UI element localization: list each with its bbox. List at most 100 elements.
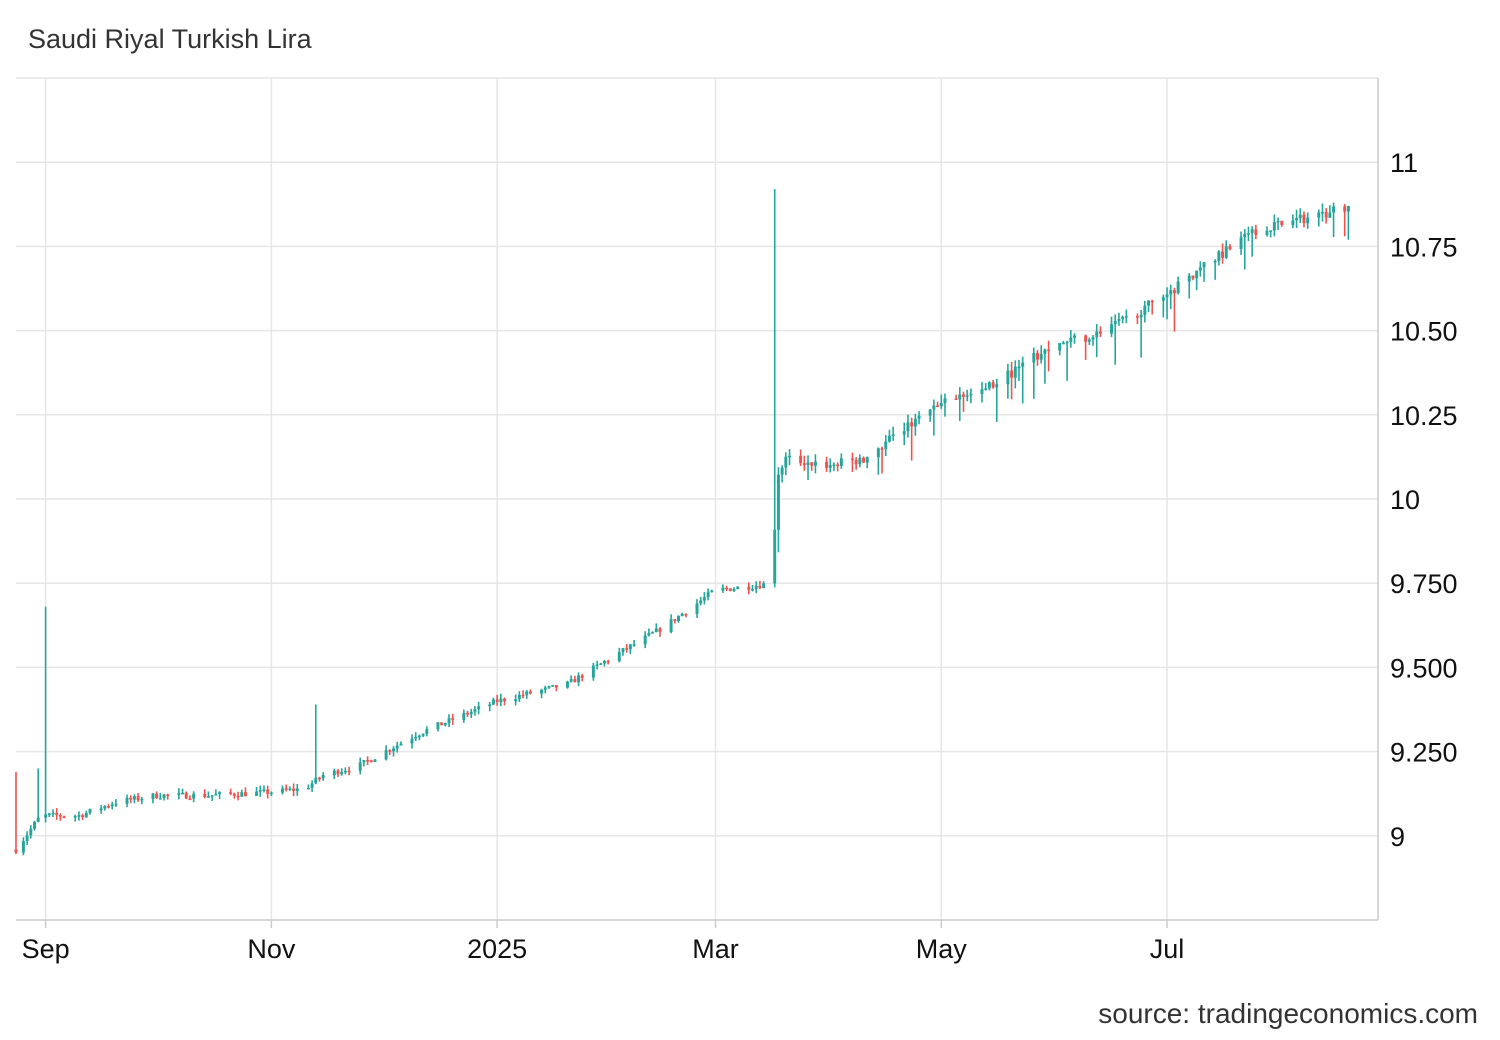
x-tick-label: May: [916, 934, 968, 964]
candle-body: [417, 735, 421, 738]
candle-body: [865, 457, 869, 463]
candle-body: [965, 395, 969, 397]
candle-body: [110, 804, 114, 807]
candle-body: [1254, 229, 1258, 235]
candle-body: [825, 461, 829, 468]
candle-body: [1272, 222, 1276, 231]
candle-body: [732, 589, 736, 591]
candle-body: [206, 796, 210, 798]
candle-body: [1013, 366, 1017, 378]
candle-body: [1169, 290, 1173, 295]
candle-body: [280, 788, 284, 793]
candle-body: [1139, 314, 1143, 318]
candle-body: [565, 681, 569, 688]
candle-body: [77, 815, 81, 817]
candle-body: [647, 633, 651, 636]
candle-body: [36, 817, 40, 822]
candle-body: [1291, 220, 1295, 226]
candle-body: [906, 422, 910, 432]
candle-body: [943, 398, 947, 404]
candle-body: [340, 772, 344, 775]
candle-body: [236, 795, 240, 798]
candle-body: [295, 788, 299, 791]
x-tick-label: Mar: [692, 934, 739, 964]
candle-body: [155, 793, 159, 799]
candle-body: [14, 849, 18, 853]
candle-body: [1346, 205, 1350, 212]
candle-body: [443, 723, 447, 726]
candle-body: [425, 729, 429, 734]
candle-body: [706, 592, 710, 598]
y-tick-label: 10.75: [1390, 232, 1458, 262]
candle-body: [218, 792, 222, 795]
candle-body: [891, 434, 895, 436]
axes: [16, 78, 1379, 928]
candle-body: [784, 456, 788, 468]
candle-body: [984, 388, 988, 390]
candle-body: [210, 795, 214, 797]
candle-body: [1198, 267, 1202, 271]
candle-body: [162, 794, 166, 799]
candle-body: [410, 738, 414, 744]
candle-body: [758, 586, 762, 589]
candle-body: [1328, 212, 1332, 218]
candle-body: [754, 586, 758, 589]
candle-body: [517, 694, 521, 700]
candle-body: [1010, 370, 1014, 378]
candle-body: [188, 798, 192, 801]
candle-body: [140, 798, 144, 801]
candle-body: [1165, 294, 1169, 298]
candle-body: [928, 409, 932, 416]
candle-body: [1221, 251, 1225, 258]
source-note: source: tradingeconomics.com: [1098, 998, 1478, 1029]
candle-body: [799, 455, 803, 464]
y-tick-label: 9.750: [1390, 569, 1458, 599]
candle-body: [569, 679, 573, 682]
candle-body: [684, 613, 688, 616]
candle-body: [854, 460, 858, 465]
candle-body: [125, 797, 129, 804]
candle-body: [1135, 316, 1139, 318]
candle-body: [954, 398, 958, 401]
candle-body: [1069, 337, 1073, 342]
candle-body: [81, 815, 85, 818]
candle-body: [1295, 218, 1299, 221]
candle-body: [621, 648, 625, 653]
candle-body: [1306, 217, 1310, 224]
candle-body: [399, 743, 403, 746]
candle-body: [1113, 320, 1117, 325]
candle-body: [451, 718, 455, 720]
candle-body: [495, 699, 499, 703]
candle-body: [88, 808, 92, 813]
candle-body: [1021, 362, 1025, 367]
candle-body: [103, 806, 107, 809]
candle-body: [44, 814, 48, 818]
candle-body: [910, 422, 914, 427]
candle-body: [262, 789, 266, 791]
candle-body: [669, 619, 673, 632]
candle-body: [1176, 281, 1180, 294]
candle-body: [702, 597, 706, 601]
candle-body: [632, 644, 636, 646]
candle-body: [828, 464, 832, 468]
candle-body: [1084, 335, 1088, 342]
candle-body: [680, 613, 684, 617]
candle-body: [836, 464, 840, 467]
candle-body: [314, 777, 318, 784]
candle-body: [788, 455, 792, 458]
x-tick-label: Jul: [1150, 934, 1185, 964]
candle-body: [47, 813, 51, 816]
y-tick-label: 10: [1390, 485, 1420, 515]
candle-body: [658, 628, 662, 632]
candle-body: [1161, 297, 1165, 301]
candle-body: [887, 435, 891, 442]
candle-body: [850, 458, 854, 461]
candle-body: [747, 586, 751, 590]
candle-body: [1032, 352, 1036, 363]
candle-body: [1343, 206, 1347, 212]
candle-body: [336, 770, 340, 775]
candles: [14, 189, 1350, 856]
candle-body: [1187, 275, 1191, 282]
candle-body: [1298, 214, 1302, 219]
candle-body: [1017, 366, 1021, 369]
